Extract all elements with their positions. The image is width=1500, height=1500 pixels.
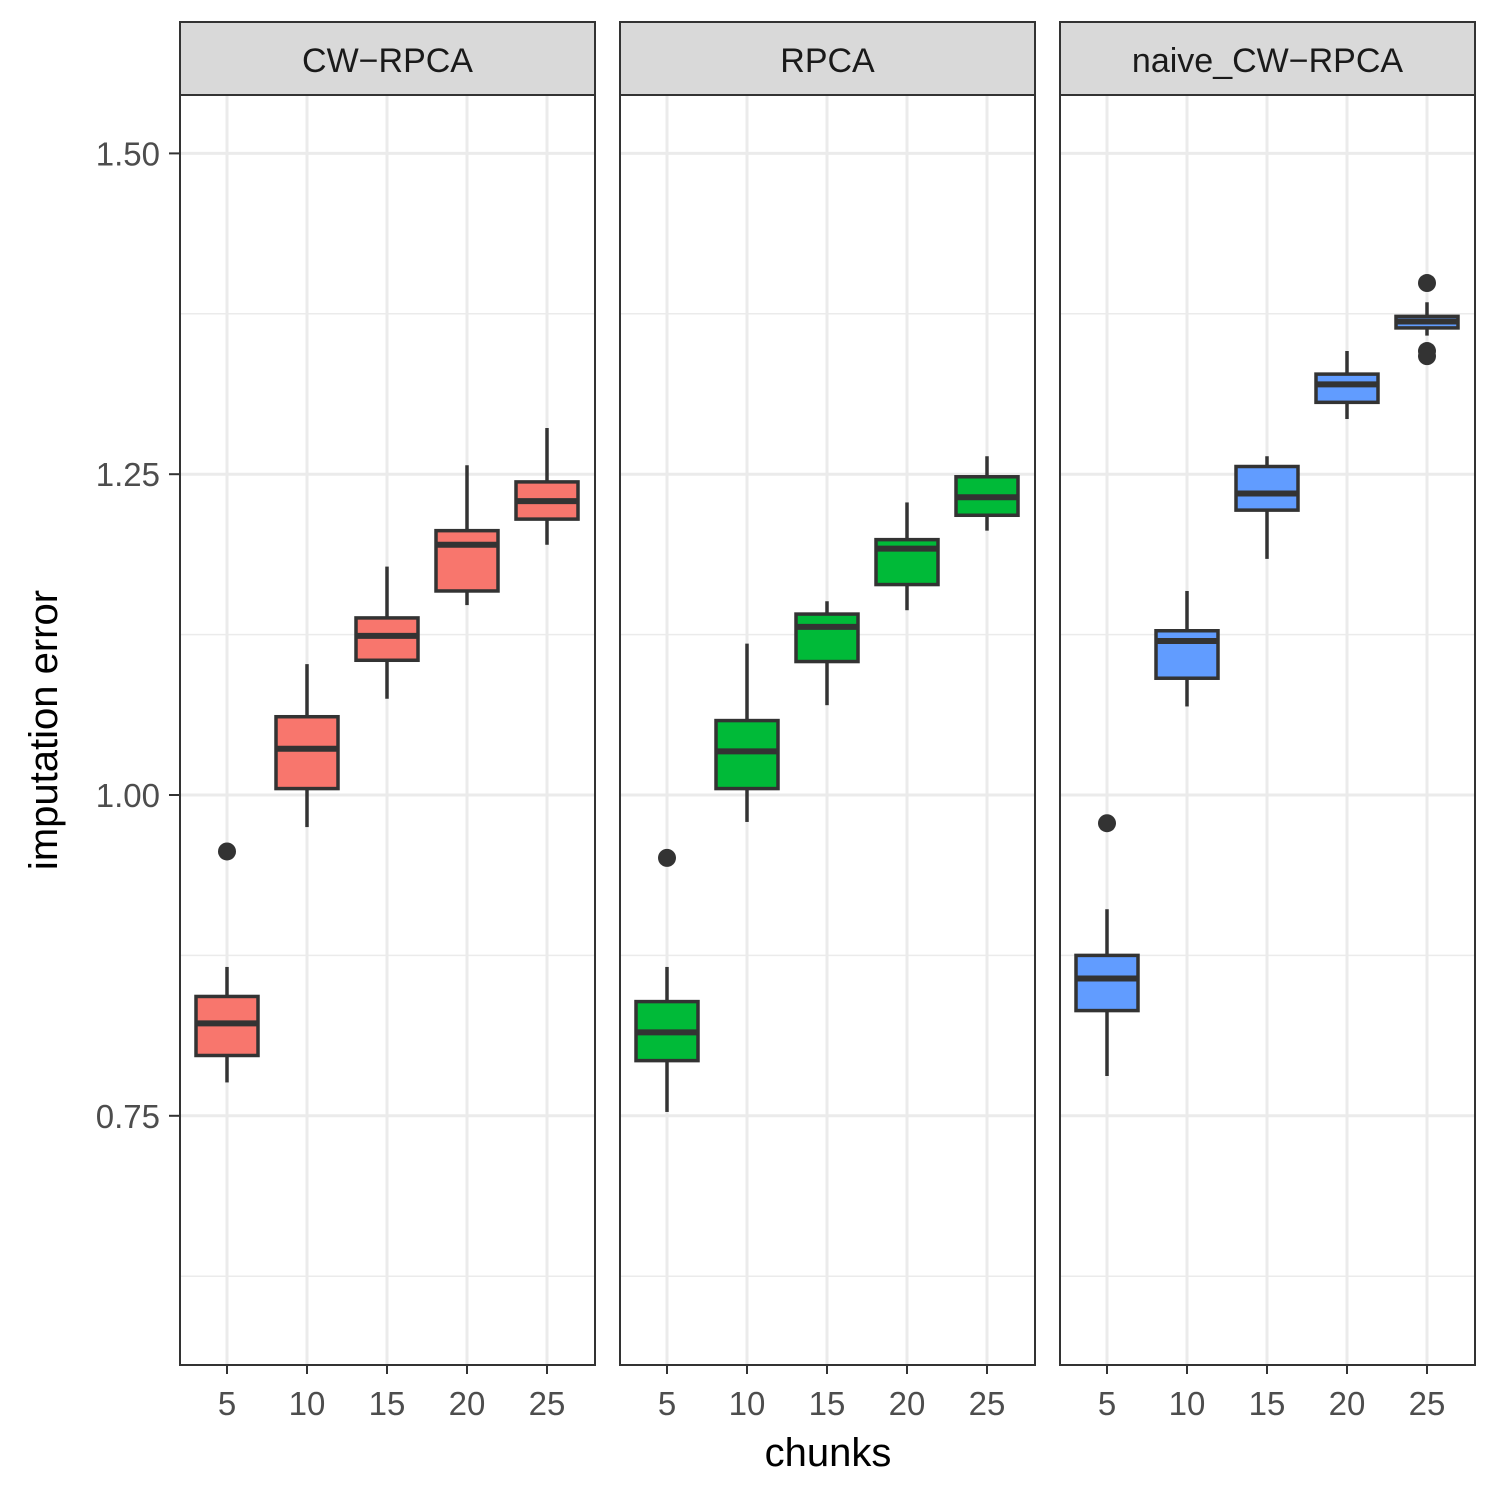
box-25 (954, 456, 1020, 531)
box-15 (794, 601, 860, 706)
outlier-point (1418, 274, 1436, 293)
x-tick-label: 5 (1098, 1385, 1116, 1422)
box-15 (354, 566, 420, 699)
x-tick-label: 25 (969, 1385, 1006, 1422)
y-tick-label: 1.25 (96, 456, 160, 493)
x-tick-label: 10 (1169, 1385, 1206, 1422)
box-body (794, 612, 860, 664)
y-tick-label: 1.00 (96, 777, 160, 814)
x-tick-label: 5 (658, 1385, 676, 1422)
outlier-point (1418, 347, 1436, 366)
strip-background (619, 21, 1036, 96)
facet-panel: RPCA 5 10 15 20 25 (619, 21, 1036, 1422)
x-tick-label: 15 (1249, 1385, 1286, 1422)
x-tick-label: 10 (289, 1385, 326, 1422)
box-25 (1394, 274, 1460, 366)
x-tick-label: 25 (1409, 1385, 1446, 1422)
box-10 (714, 643, 780, 822)
x-tick-label: 5 (218, 1385, 236, 1422)
box-body (714, 718, 780, 791)
y-axis-title: imputation error (22, 590, 66, 870)
box-5 (194, 842, 260, 1083)
facet-panel: naive_CW−RPCA 5 10 15 20 25 (1059, 21, 1476, 1422)
box-20 (1314, 351, 1380, 420)
box-5 (1074, 814, 1140, 1077)
box-body (434, 528, 500, 593)
strip-background (1059, 21, 1476, 96)
box-body (354, 616, 420, 663)
x-tick-label: 15 (809, 1385, 846, 1422)
box-10 (1154, 590, 1220, 707)
x-tick-label: 20 (889, 1385, 926, 1422)
box-25 (514, 428, 580, 545)
outlier-point (658, 848, 676, 867)
box-body (1154, 629, 1220, 680)
box-20 (434, 465, 500, 606)
box-20 (874, 502, 940, 611)
box-body (1234, 464, 1300, 512)
strip-label: CW−RPCA (302, 42, 473, 80)
box-body (274, 714, 340, 791)
facet-panel: CW−RPCA 5 10 15 20 25 (179, 21, 596, 1422)
x-axis-title: chunks (765, 1431, 892, 1475)
box-body (1314, 372, 1380, 405)
y-tick-label: 0.75 (96, 1098, 160, 1135)
box-body (1074, 953, 1140, 1013)
box-5 (634, 848, 700, 1112)
x-tick-label: 25 (529, 1385, 566, 1422)
strip-label: naive_CW−RPCA (1132, 42, 1403, 80)
box-15 (1234, 456, 1300, 559)
x-tick-label: 20 (1329, 1385, 1366, 1422)
x-tick-label: 10 (729, 1385, 766, 1422)
x-tick-label: 15 (369, 1385, 406, 1422)
y-axis: 0.75 1.00 1.25 1.50 (96, 135, 180, 1135)
x-tick-label: 20 (449, 1385, 486, 1422)
strip-label: RPCA (780, 42, 875, 80)
outlier-point (218, 842, 236, 861)
box-10 (274, 664, 340, 828)
y-tick-label: 1.50 (96, 135, 160, 172)
outlier-point (1098, 814, 1116, 833)
